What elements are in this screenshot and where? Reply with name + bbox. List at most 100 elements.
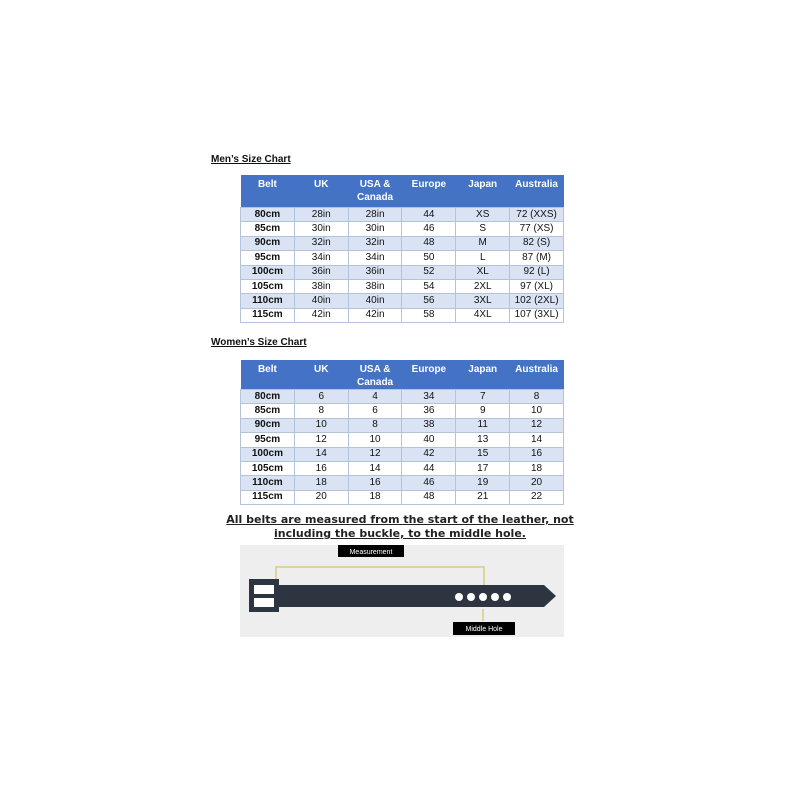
middle-hole-label: Middle Hole [466,626,503,633]
mens-chart-title: Men’s Size Chart [211,154,291,165]
table-row: 105cm 16 14 44 17 18 [240,460,564,477]
table-cell: 77 (XS) [509,221,564,237]
table-cell: 18 [293,475,349,491]
measurement-bracket [275,566,485,587]
table-cell: L [455,250,511,266]
column-header: USA & Canada [348,175,402,208]
table-cell: 34in [347,250,403,266]
table-cell: 42in [347,307,403,324]
table-cell: 16 [509,446,564,462]
column-header: Australia [509,360,564,390]
table-cell: 8 [509,388,564,405]
table-cell: 11 [455,417,511,434]
table-cell: 110cm [240,293,295,309]
table-cell: XL [455,264,511,280]
table-cell: 52 [401,264,457,280]
mens-size-table: Belt UK USA & Canada Europe Japan Australia 80… [240,175,564,324]
table-cell: 18 [347,489,403,506]
table-cell: 8 [293,403,349,419]
table-cell: 80cm [240,388,295,405]
table-cell: S [455,221,511,237]
column-header: Belt [240,175,295,208]
table-cell: M [455,235,511,252]
table-cell: 72 (XXS) [509,206,564,223]
table-cell: 36 [401,403,457,419]
measurement-label-box [338,545,404,557]
table-cell: 4 [347,388,403,405]
table-cell: 82 (S) [509,235,564,252]
column-header: UK [294,175,349,208]
table-cell: 9 [455,403,511,419]
table-row: 115cm 20 18 48 21 22 [240,489,564,506]
table-cell: 12 [293,432,349,448]
column-header: Japan [455,175,510,208]
table-cell: 115cm [240,489,295,506]
table-cell: 12 [347,446,403,462]
table-row: 105cm 38in 38in 54 2XL 97 (XL) [240,278,564,295]
column-header: UK [294,360,349,390]
belt-measurement-diagram: Measurement Middle Hole [240,545,564,637]
table-cell: 40in [293,293,349,309]
table-row: 90cm 32in 32in 48 M 82 (S) [240,235,564,252]
table-cell: XS [455,206,511,223]
table-cell: 6 [293,388,349,405]
table-row: 100cm 14 12 42 15 16 [240,446,564,462]
table-cell: 30in [347,221,403,237]
table-cell: 40in [347,293,403,309]
table-cell: 10 [347,432,403,448]
table-cell: 95cm [240,250,295,266]
table-cell: 13 [455,432,511,448]
table-cell: 92 (L) [509,264,564,280]
table-cell: 36in [293,264,349,280]
table-cell: 20 [509,475,564,491]
table-cell: 48 [401,235,457,252]
table-cell: 107 (3XL) [509,307,564,324]
table-cell: 16 [347,475,403,491]
table-cell: 105cm [240,278,295,295]
table-cell: 42in [293,307,349,324]
table-cell: 20 [293,489,349,506]
table-cell: 54 [401,278,457,295]
table-row: 115cm 42in 42in 58 4XL 107 (3XL) [240,307,564,324]
table-cell: 14 [347,460,403,477]
table-cell: 38in [293,278,349,295]
table-cell: 44 [401,460,457,477]
belt-holes [455,593,511,601]
table-cell: 34in [293,250,349,266]
table-cell: 50 [401,250,457,266]
table-cell: 30in [293,221,349,237]
table-cell: 7 [455,388,511,405]
table-cell: 15 [455,446,511,462]
table-cell: 110cm [240,475,295,491]
table-cell: 10 [293,417,349,434]
table-cell: 97 (XL) [509,278,564,295]
table-row: 95cm 34in 34in 50 L 87 (M) [240,250,564,266]
table-cell: 6 [347,403,403,419]
table-cell: 56 [401,293,457,309]
table-cell: 17 [455,460,511,477]
column-header: Australia [509,175,564,208]
table-cell: 85cm [240,221,295,237]
table-cell: 16 [293,460,349,477]
table-row: 100cm 36in 36in 52 XL 92 (L) [240,264,564,280]
measurement-note: All belts are measured from the start of… [226,513,574,540]
column-header: Belt [240,360,295,390]
table-cell: 46 [401,221,457,237]
table-cell: 115cm [240,307,295,324]
table-row: 95cm 12 10 40 13 14 [240,432,564,448]
womens-size-table: Belt UK USA & Canada Europe Japan Australia 80… [240,360,564,506]
table-cell: 105cm [240,460,295,477]
header-row: Belt UK USA & Canada Europe Japan Australia [240,360,564,390]
table-cell: 48 [401,489,457,506]
table-cell: 32in [347,235,403,252]
table-cell: 58 [401,307,457,324]
table-cell: 38 [401,417,457,434]
table-cell: 14 [293,446,349,462]
table-cell: 34 [401,388,457,405]
buckle-icon [249,579,279,612]
table-cell: 95cm [240,432,295,448]
table-cell: 36in [347,264,403,280]
table-cell: 87 (M) [509,250,564,266]
table-cell: 40 [401,432,457,448]
table-cell: 14 [509,432,564,448]
